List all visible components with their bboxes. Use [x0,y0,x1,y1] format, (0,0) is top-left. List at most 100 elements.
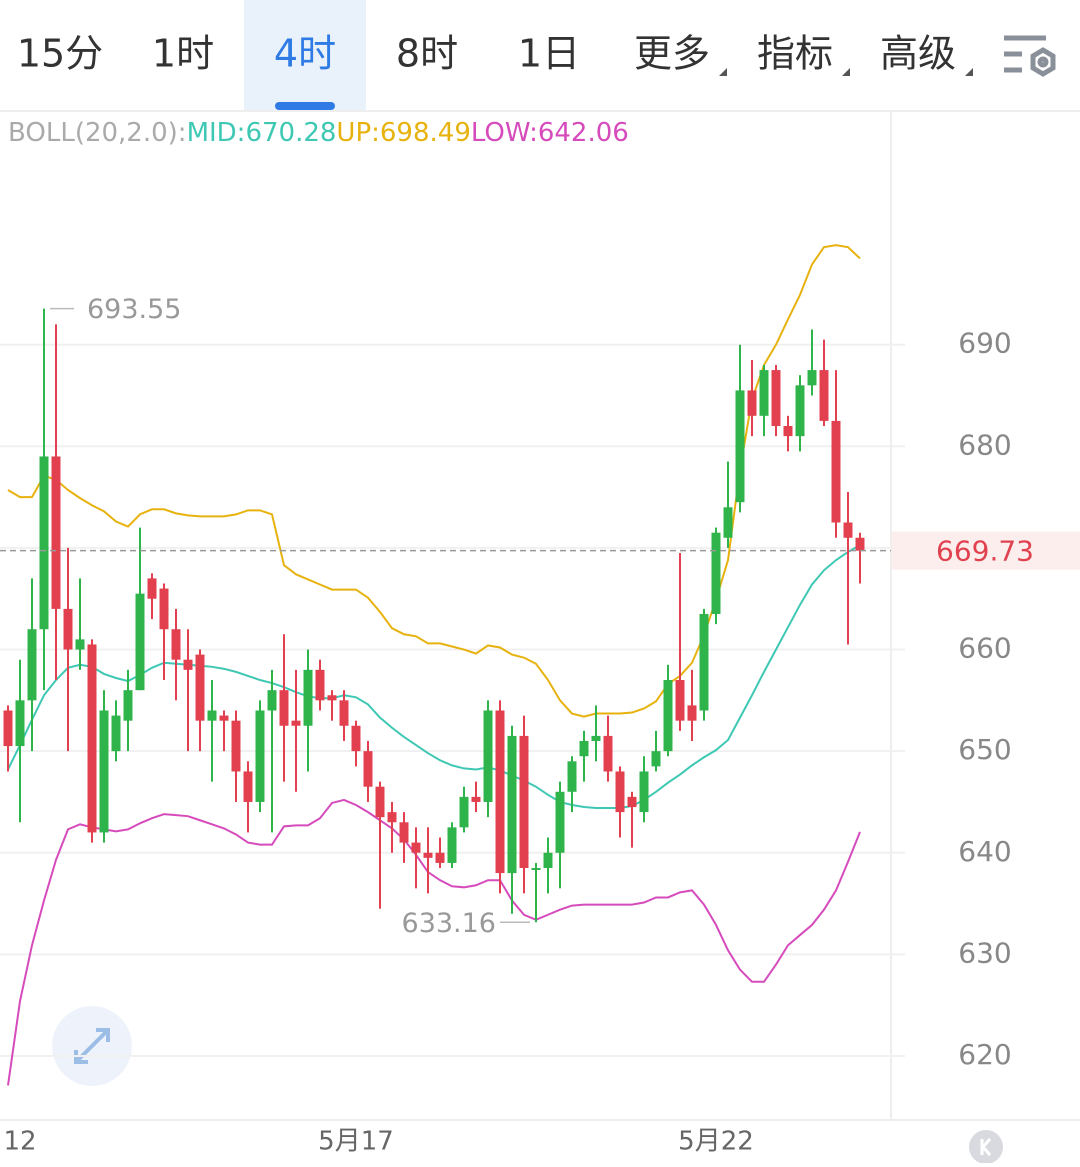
candle-body [795,385,805,437]
candle-body [135,593,145,691]
candle-body [627,796,637,808]
icon-dot [1037,56,1049,68]
legend-item: LOW:642.06 [471,118,629,148]
candle-body [531,868,541,870]
tab[interactable]: 4时 [274,32,336,76]
candle-body [699,613,709,711]
candle-body [651,751,661,767]
settings-icon[interactable] [1004,35,1056,77]
candle-body [831,420,841,523]
y-tick-label: 620 [958,1038,1011,1071]
annotation: 693.55 [87,294,181,325]
candle-body [87,644,97,833]
candle-body [435,852,445,863]
tab[interactable]: 指标 [757,32,833,76]
candle-body [567,761,577,792]
indicator-legend: BOLL(20,2.0):MID:670.28UP:698.49LOW:642.… [8,118,629,148]
selected-tab-indicator [275,102,335,110]
candle-body [855,537,865,551]
candle-body [495,710,505,874]
candle-body [663,680,673,752]
candle-body [771,370,781,426]
candle-body [675,680,685,721]
last-price-box [892,531,1080,570]
x-tick-label: 5月17 [318,1127,394,1157]
candle-body [231,720,241,772]
selected-tab-bg [244,0,366,111]
candle-body [375,786,385,818]
candle-body [51,456,61,609]
candle-body [603,735,613,772]
icon-hex [1030,47,1056,77]
y-tick-label: 640 [958,835,1011,868]
candle-body [63,608,73,650]
candle-body [291,720,301,726]
candle-body [459,796,469,828]
candle-body [363,751,373,787]
y-tick-label: 680 [958,428,1011,461]
candle-body [339,700,349,726]
k-icon [980,1138,992,1156]
y-tick-label: 630 [958,936,1011,969]
candle-body [3,710,13,747]
k-button[interactable] [969,1130,1003,1164]
candle-body [279,690,289,726]
y-tick-label: 690 [958,327,1011,360]
tab[interactable]: 8时 [396,32,458,76]
candle-body [243,771,253,802]
candle-body [639,771,649,813]
annotation: 633.16 [402,908,496,939]
candle-body [159,588,169,630]
candle-body [819,370,829,421]
y-tick-label: 660 [958,632,1011,665]
dropdown-mark [719,68,727,76]
candle-body [807,370,817,386]
candle-body [183,659,193,670]
y-tick-label: 650 [958,733,1011,766]
candle-body [39,456,49,630]
k-bg [969,1130,1003,1164]
candle-body [303,669,313,726]
candle-body [219,715,229,721]
candle-body [171,629,181,660]
candle-body [123,690,133,721]
tab[interactable]: 高级 [880,32,956,76]
candle-body [543,852,553,868]
candle-body [15,700,25,747]
candle-body [783,425,793,437]
candle-body [735,390,745,503]
tab[interactable]: 1日 [518,32,580,76]
last-price-label: 669.73 [936,535,1034,568]
candle-body [207,710,217,721]
boll-line [7,544,861,810]
tab[interactable]: 15分 [17,32,103,76]
legend-item: MID:670.28 [187,118,337,148]
candle-body [579,740,589,757]
candle-body [411,842,421,853]
candle-body [759,370,769,416]
candle-body [687,705,697,721]
tab[interactable]: 1时 [152,32,214,76]
candle-body [555,791,565,853]
dropdown-mark [842,68,850,76]
candle-body [327,695,337,701]
x-tick-label: 12 [3,1127,36,1157]
boll-line [7,798,861,1086]
candle-body [147,578,157,599]
candle-body [723,507,733,538]
x-tick-label: 5月22 [678,1127,754,1157]
candle-body [75,639,85,650]
tab[interactable]: 更多 [634,32,710,76]
candle-body [267,690,277,711]
candle-body [255,710,265,802]
candle-body [615,771,625,813]
candle-body [399,822,409,843]
legend-item: BOLL(20,2.0): [8,118,187,148]
candle-body [747,390,757,416]
candle-body [483,710,493,802]
candle-body [471,796,481,802]
candle-body [387,812,397,823]
expand-button[interactable] [52,1006,132,1086]
